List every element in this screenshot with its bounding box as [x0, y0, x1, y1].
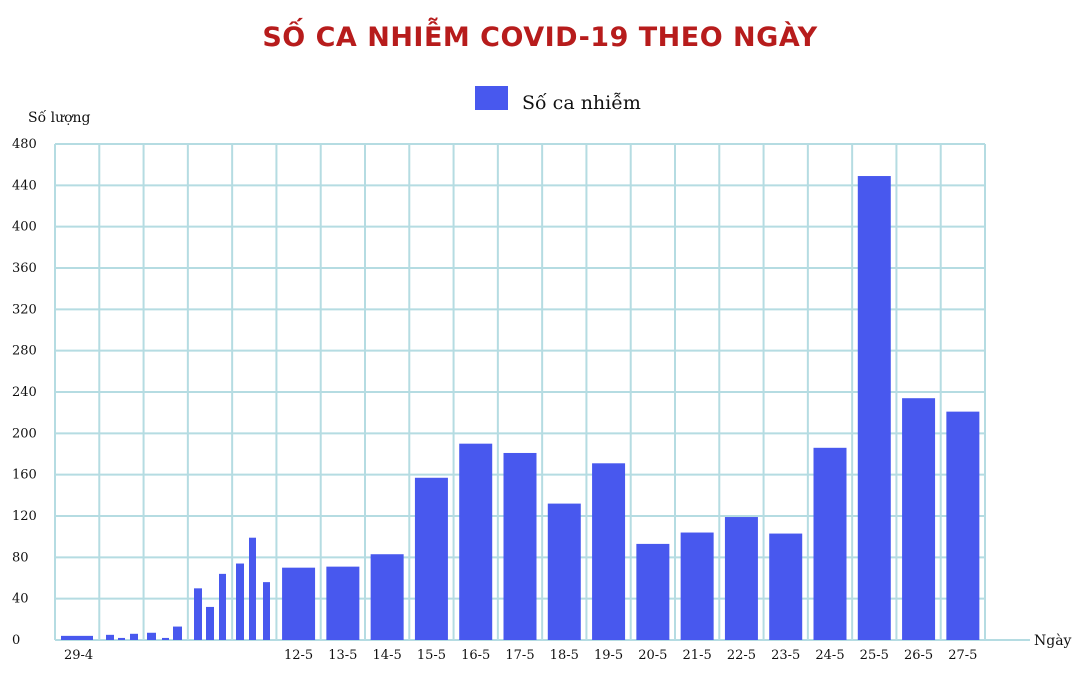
- bar-25-5: [857, 176, 891, 641]
- x-tick-label: 19-5: [594, 648, 623, 663]
- x-tick-label: 15-5: [417, 648, 446, 663]
- y-tick-label: 200: [12, 426, 37, 441]
- bar-27-5: [946, 411, 980, 640]
- y-tick-label: 80: [12, 550, 29, 565]
- x-tick-label: 18-5: [550, 648, 579, 663]
- bar-14-5: [370, 554, 404, 640]
- x-tick-label: 16-5: [461, 648, 490, 663]
- bar-12-5: [282, 567, 316, 640]
- x-tick-label: 14-5: [373, 648, 402, 663]
- bars: [61, 176, 980, 641]
- y-tick-label: 0: [12, 633, 20, 648]
- y-axis-ticks: 0 40 80 120 160 200 240 280 320 360 400 440 480: [12, 137, 37, 648]
- y-tick-label: 400: [12, 220, 37, 235]
- bar-early: [162, 637, 169, 640]
- bar-19-5: [592, 463, 626, 640]
- x-tick-label: 22-5: [727, 648, 756, 663]
- bar-21-5: [680, 532, 714, 640]
- y-tick-label: 320: [12, 302, 37, 317]
- bar-18-5: [547, 503, 581, 640]
- chart-title: SỐ CA NHIỄM COVID-19 THEO NGÀY: [262, 22, 818, 53]
- bar-early: [206, 606, 214, 640]
- bar-early: [249, 537, 256, 640]
- x-tick-label: 20-5: [638, 648, 667, 663]
- y-axis-label: Số lượng: [28, 109, 91, 126]
- bar-24-5: [813, 447, 847, 640]
- y-tick-label: 360: [12, 261, 37, 276]
- bar-early: [236, 563, 244, 640]
- y-tick-label: 480: [12, 137, 37, 152]
- y-tick-label: 280: [12, 344, 37, 359]
- bar-early: [130, 633, 138, 640]
- legend-swatch: [475, 86, 508, 110]
- bar-early: [106, 634, 114, 640]
- x-tick-label: 12-5: [284, 648, 313, 663]
- bar-early: [147, 632, 156, 640]
- x-tick-label: 25-5: [860, 648, 889, 663]
- bar-early: [173, 626, 182, 640]
- x-tick-label: 23-5: [771, 648, 800, 663]
- bar-13-5: [326, 566, 360, 640]
- y-tick-label: 160: [12, 468, 37, 483]
- bar-20-5: [636, 543, 670, 640]
- bar-early: [61, 635, 93, 640]
- bar-22-5: [724, 517, 758, 640]
- x-tick-label: 29-4: [64, 648, 93, 663]
- x-tick-label: 21-5: [683, 648, 712, 663]
- x-axis-label: Ngày: [1034, 632, 1072, 649]
- x-tick-label: 27-5: [948, 648, 977, 663]
- bar-15-5: [414, 477, 448, 640]
- bar-early: [194, 588, 202, 640]
- y-tick-label: 440: [12, 178, 37, 193]
- x-axis-ticks: 29-4 12-5 13-5 14-5 15-5 16-5 17-5 18-5 19-5 20-5…: [64, 648, 977, 663]
- bar-26-5: [902, 398, 936, 640]
- x-tick-label: 24-5: [815, 648, 844, 663]
- bar-early: [219, 573, 226, 640]
- bar-17-5: [503, 452, 537, 640]
- legend-label: Số ca nhiễm: [522, 92, 641, 114]
- y-tick-label: 120: [12, 509, 37, 524]
- x-tick-label: 17-5: [505, 648, 534, 663]
- legend: Số ca nhiễm: [475, 86, 641, 114]
- bar-early: [118, 637, 125, 640]
- bar-early: [263, 582, 270, 640]
- bar-23-5: [769, 533, 803, 640]
- y-tick-label: 40: [12, 592, 29, 607]
- x-tick-label: 13-5: [328, 648, 357, 663]
- x-tick-label: 26-5: [904, 648, 933, 663]
- bar-16-5: [459, 443, 493, 640]
- y-tick-label: 240: [12, 385, 37, 400]
